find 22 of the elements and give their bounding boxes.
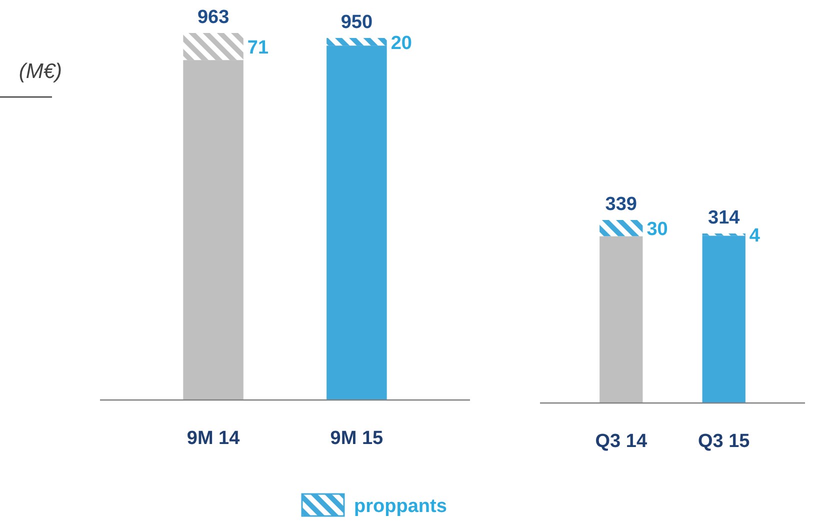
total-label: 314 [708,207,740,228]
data-label: 4 [749,226,760,247]
bar [702,233,746,236]
data-label: 71 [247,38,269,59]
x-tick-label: Q3 14 [595,431,648,452]
data-label: 30 [646,219,668,240]
total-label: 963 [197,7,230,28]
bar [183,60,244,400]
legend-label: proppants [354,496,447,517]
total-label: 339 [605,194,637,215]
bar [326,46,387,400]
bar [600,236,643,403]
data-label: 20 [390,32,412,54]
x-tick-label: 9M 15 [330,428,384,449]
bar [326,38,387,46]
bar [600,220,643,236]
x-tick-label: 9M 14 [186,428,240,449]
x-tick-label: Q3 15 [698,431,750,452]
bar [702,236,746,403]
y-axis-title: (M€) [18,60,62,83]
bar [183,33,244,60]
total-label: 950 [340,12,373,33]
